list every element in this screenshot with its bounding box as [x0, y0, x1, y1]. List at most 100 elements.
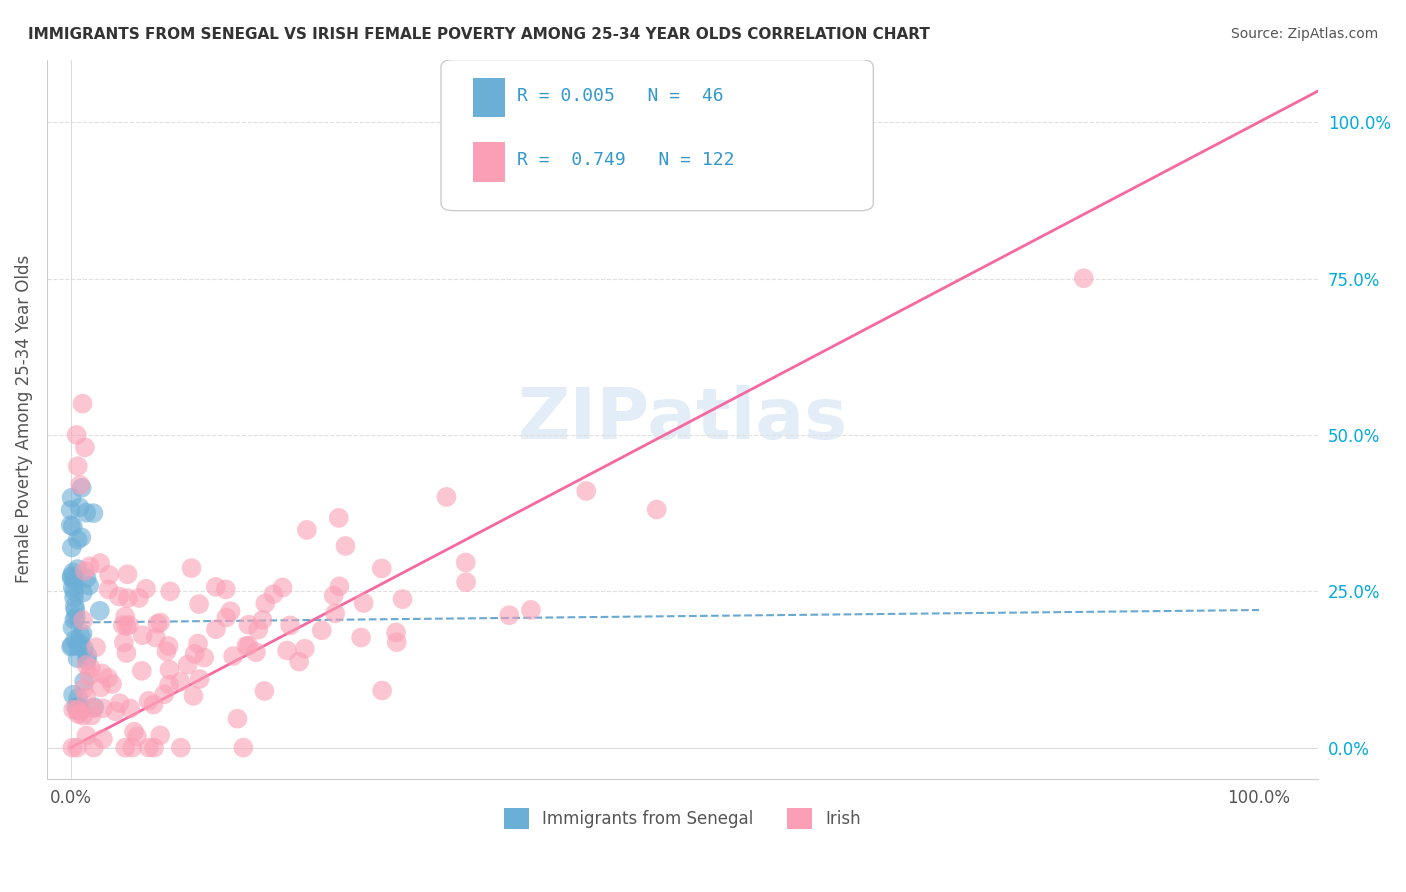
- Point: [69, 636, 91, 650]
- Point: [311, 624, 333, 638]
- Point: [104, 704, 127, 718]
- Point: [69, 500, 91, 515]
- Point: [73, 641, 96, 656]
- Point: [238, 617, 260, 632]
- Point: [385, 635, 408, 649]
- Point: [63, 573, 86, 587]
- Point: [65, 603, 87, 617]
- Point: [391, 592, 413, 607]
- Point: [353, 596, 375, 610]
- Point: [67, 707, 90, 722]
- Point: [69, 704, 91, 718]
- Bar: [472, 78, 505, 117]
- Point: [73, 674, 96, 689]
- Point: [75, 657, 97, 672]
- Point: [73, 441, 96, 455]
- Point: [72, 585, 94, 599]
- Point: [75, 729, 97, 743]
- Point: [67, 639, 90, 653]
- Point: [98, 567, 121, 582]
- Point: [254, 596, 277, 610]
- Point: [83, 700, 105, 714]
- Point: [60, 571, 83, 585]
- Point: [59, 518, 82, 533]
- Point: [188, 597, 211, 611]
- Point: [323, 607, 346, 621]
- Point: [215, 610, 238, 624]
- Point: [350, 631, 373, 645]
- Point: [117, 591, 139, 606]
- Point: [79, 559, 101, 574]
- Point: [187, 637, 209, 651]
- Point: [60, 640, 83, 654]
- Text: R = 0.005   N =  46: R = 0.005 N = 46: [517, 87, 724, 104]
- Point: [114, 609, 136, 624]
- Point: [73, 681, 96, 696]
- Point: [66, 459, 89, 474]
- Point: [59, 503, 82, 517]
- Point: [138, 740, 160, 755]
- Point: [89, 556, 111, 570]
- Point: [142, 698, 165, 712]
- Point: [454, 556, 477, 570]
- Point: [80, 708, 103, 723]
- Text: Source: ZipAtlas.com: Source: ZipAtlas.com: [1230, 27, 1378, 41]
- Point: [91, 666, 114, 681]
- Point: [66, 562, 89, 576]
- Point: [63, 584, 86, 599]
- Point: [111, 618, 134, 632]
- Point: [238, 639, 260, 653]
- Point: [135, 582, 157, 596]
- Point: [121, 740, 143, 755]
- Point: [76, 653, 98, 667]
- Point: [245, 645, 267, 659]
- Point: [62, 688, 84, 702]
- Point: [72, 613, 94, 627]
- Bar: [472, 143, 505, 182]
- Point: [75, 690, 97, 704]
- Point: [575, 483, 598, 498]
- Point: [288, 655, 311, 669]
- Point: [108, 696, 131, 710]
- Point: [63, 591, 86, 605]
- Point: [371, 561, 394, 575]
- Point: [205, 622, 228, 636]
- Point: [252, 613, 274, 627]
- Point: [235, 639, 257, 653]
- Point: [108, 590, 131, 604]
- Point: [69, 629, 91, 643]
- Text: ZIPatlas: ZIPatlas: [517, 384, 848, 454]
- Point: [60, 569, 83, 583]
- Point: [70, 481, 93, 495]
- Point: [183, 689, 205, 703]
- Point: [75, 506, 97, 520]
- Point: [146, 617, 169, 632]
- Point: [82, 701, 104, 715]
- Point: [67, 690, 90, 705]
- Point: [322, 589, 344, 603]
- Point: [84, 640, 107, 655]
- Point: [278, 618, 301, 632]
- Point: [149, 728, 172, 742]
- Point: [153, 687, 176, 701]
- Point: [69, 478, 91, 492]
- Point: [276, 643, 298, 657]
- Point: [183, 647, 205, 661]
- Point: [180, 561, 202, 575]
- Point: [335, 539, 357, 553]
- Point: [62, 580, 84, 594]
- Point: [62, 620, 84, 634]
- Point: [67, 699, 90, 714]
- Point: [114, 740, 136, 755]
- Point: [498, 608, 520, 623]
- Point: [131, 664, 153, 678]
- Point: [385, 625, 408, 640]
- Point: [145, 631, 167, 645]
- Point: [125, 730, 148, 744]
- Point: [176, 657, 198, 672]
- Point: [66, 703, 89, 717]
- Point: [170, 740, 193, 755]
- Point: [215, 582, 238, 597]
- Point: [328, 511, 350, 525]
- Point: [294, 641, 316, 656]
